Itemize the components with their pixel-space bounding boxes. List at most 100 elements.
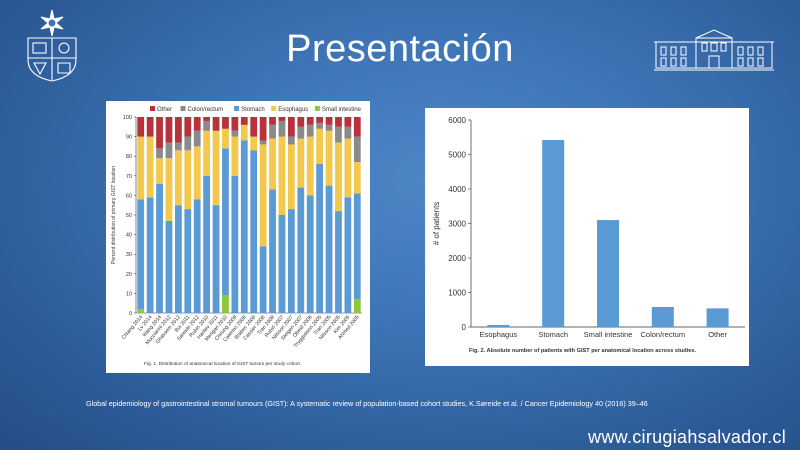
bar-segment bbox=[184, 150, 192, 210]
bar-segment bbox=[250, 117, 258, 137]
bar-segment bbox=[306, 136, 314, 196]
chart-caption: Fig. 2. Absolute number of patients with… bbox=[469, 348, 696, 354]
bar-segment bbox=[212, 130, 220, 206]
bar-segment bbox=[156, 158, 163, 184]
bar-segment bbox=[278, 117, 286, 121]
bar-segment bbox=[269, 124, 276, 139]
bar-segment bbox=[240, 140, 248, 313]
bar-segment bbox=[316, 117, 324, 123]
bar-segment bbox=[222, 117, 229, 129]
bar-segment bbox=[240, 124, 248, 141]
bar-segment bbox=[146, 117, 154, 137]
website-url[interactable]: www.cirugiahsalvador.cl bbox=[588, 427, 786, 447]
y-tick-label: 30 bbox=[126, 252, 132, 258]
y-tick-label: 40 bbox=[126, 233, 132, 239]
bar-segment bbox=[278, 136, 286, 215]
citation-text: Global epidemiology of gastrointestinal … bbox=[86, 399, 648, 408]
bar-segment bbox=[287, 144, 295, 210]
bar-segment bbox=[353, 299, 361, 313]
bar-segment bbox=[335, 142, 342, 212]
bar-segment bbox=[156, 117, 163, 149]
bar bbox=[651, 306, 674, 327]
bar-segment bbox=[287, 117, 295, 137]
bar-segment bbox=[306, 117, 314, 125]
bar-segment bbox=[174, 205, 182, 313]
y-tick-label: 100 bbox=[123, 115, 132, 121]
bar-segment bbox=[231, 130, 239, 137]
bar-segment bbox=[184, 136, 192, 151]
bar-segment bbox=[325, 130, 333, 186]
bar-segment bbox=[250, 150, 258, 313]
y-tick-label: 50 bbox=[126, 213, 132, 219]
bar bbox=[706, 308, 729, 327]
bar-segment bbox=[137, 136, 145, 200]
bar-segment bbox=[278, 120, 286, 137]
y-tick-label: 3000 bbox=[448, 220, 466, 229]
bar-segment bbox=[212, 205, 220, 313]
bar-segment bbox=[316, 164, 324, 313]
bar-segment bbox=[212, 117, 220, 131]
legend-label: Small intestine bbox=[322, 107, 362, 113]
bar-segment bbox=[259, 144, 267, 247]
bar-segment bbox=[193, 199, 201, 313]
stacked-bar-chart: Other Colon/rectum Stomach Esophagus Small i… bbox=[111, 106, 362, 367]
bar-segment bbox=[306, 195, 314, 313]
bar-segment bbox=[259, 117, 267, 141]
y-tick-label: 80 bbox=[126, 154, 132, 160]
bar-segment bbox=[344, 138, 352, 198]
legend-label: Colon/rectum bbox=[188, 107, 224, 113]
y-tick-label: 0 bbox=[462, 323, 467, 332]
legend-swatch bbox=[271, 106, 277, 111]
bar-segment bbox=[165, 158, 173, 221]
university-crest-logo bbox=[27, 9, 77, 82]
bar-segment bbox=[137, 199, 145, 310]
bar-segment bbox=[174, 150, 182, 206]
y-tick-label: 10 bbox=[126, 291, 132, 297]
bar-segment bbox=[325, 117, 333, 125]
bar-segment bbox=[240, 117, 248, 125]
bar-segment bbox=[259, 246, 267, 313]
y-tick-label: 2000 bbox=[448, 254, 466, 263]
slide-title: Presentación bbox=[286, 28, 514, 70]
y-tick-label: 5000 bbox=[448, 151, 466, 160]
bar-segment bbox=[193, 146, 201, 200]
patients-bar-chart: 0 1000 2000 3000 4000 5000 6000 # of patients Es… bbox=[432, 116, 745, 354]
bar-segment bbox=[231, 175, 239, 313]
bar-segment bbox=[353, 162, 361, 194]
bar-segment bbox=[203, 175, 211, 313]
bar-segment bbox=[174, 142, 182, 151]
bar-segment bbox=[335, 117, 342, 127]
bar-chart-panel: 0 1000 2000 3000 4000 5000 6000 # of patients Es… bbox=[425, 108, 749, 366]
bar-segment bbox=[193, 117, 201, 131]
bar-segment bbox=[184, 117, 192, 137]
legend-swatch bbox=[314, 106, 320, 111]
bar-segment bbox=[297, 187, 305, 313]
bar-segment bbox=[165, 117, 173, 143]
bar-segment bbox=[287, 209, 295, 313]
legend-label: Other bbox=[157, 107, 172, 113]
bar-segment bbox=[165, 220, 173, 313]
bar-segment bbox=[344, 197, 352, 313]
bar-segment bbox=[231, 136, 239, 176]
bar-segment bbox=[231, 117, 239, 131]
stacked-chart-panel: Other Colon/rectum Stomach Esophagus Small i… bbox=[106, 101, 370, 373]
bar-segment bbox=[335, 126, 342, 143]
y-tick-label: 90 bbox=[126, 135, 132, 141]
y-axis-label: # of patients bbox=[432, 202, 441, 246]
bar-segment bbox=[146, 197, 154, 313]
bar-segment bbox=[325, 124, 333, 131]
bar-segment bbox=[222, 295, 229, 313]
bar-segment bbox=[137, 117, 145, 137]
legend-label: Esophagus bbox=[278, 107, 308, 113]
y-tick-label: 6000 bbox=[448, 116, 466, 125]
bar-segment bbox=[184, 209, 192, 313]
x-tick-label: Stomach bbox=[538, 330, 568, 339]
bar-segment bbox=[156, 183, 163, 313]
bar bbox=[487, 324, 510, 327]
bar-segment bbox=[316, 128, 324, 165]
y-tick-label: 60 bbox=[126, 193, 132, 199]
bar-segment bbox=[353, 117, 361, 137]
bar-segment bbox=[306, 124, 314, 137]
bar-segment bbox=[325, 185, 333, 313]
bar bbox=[597, 220, 619, 327]
